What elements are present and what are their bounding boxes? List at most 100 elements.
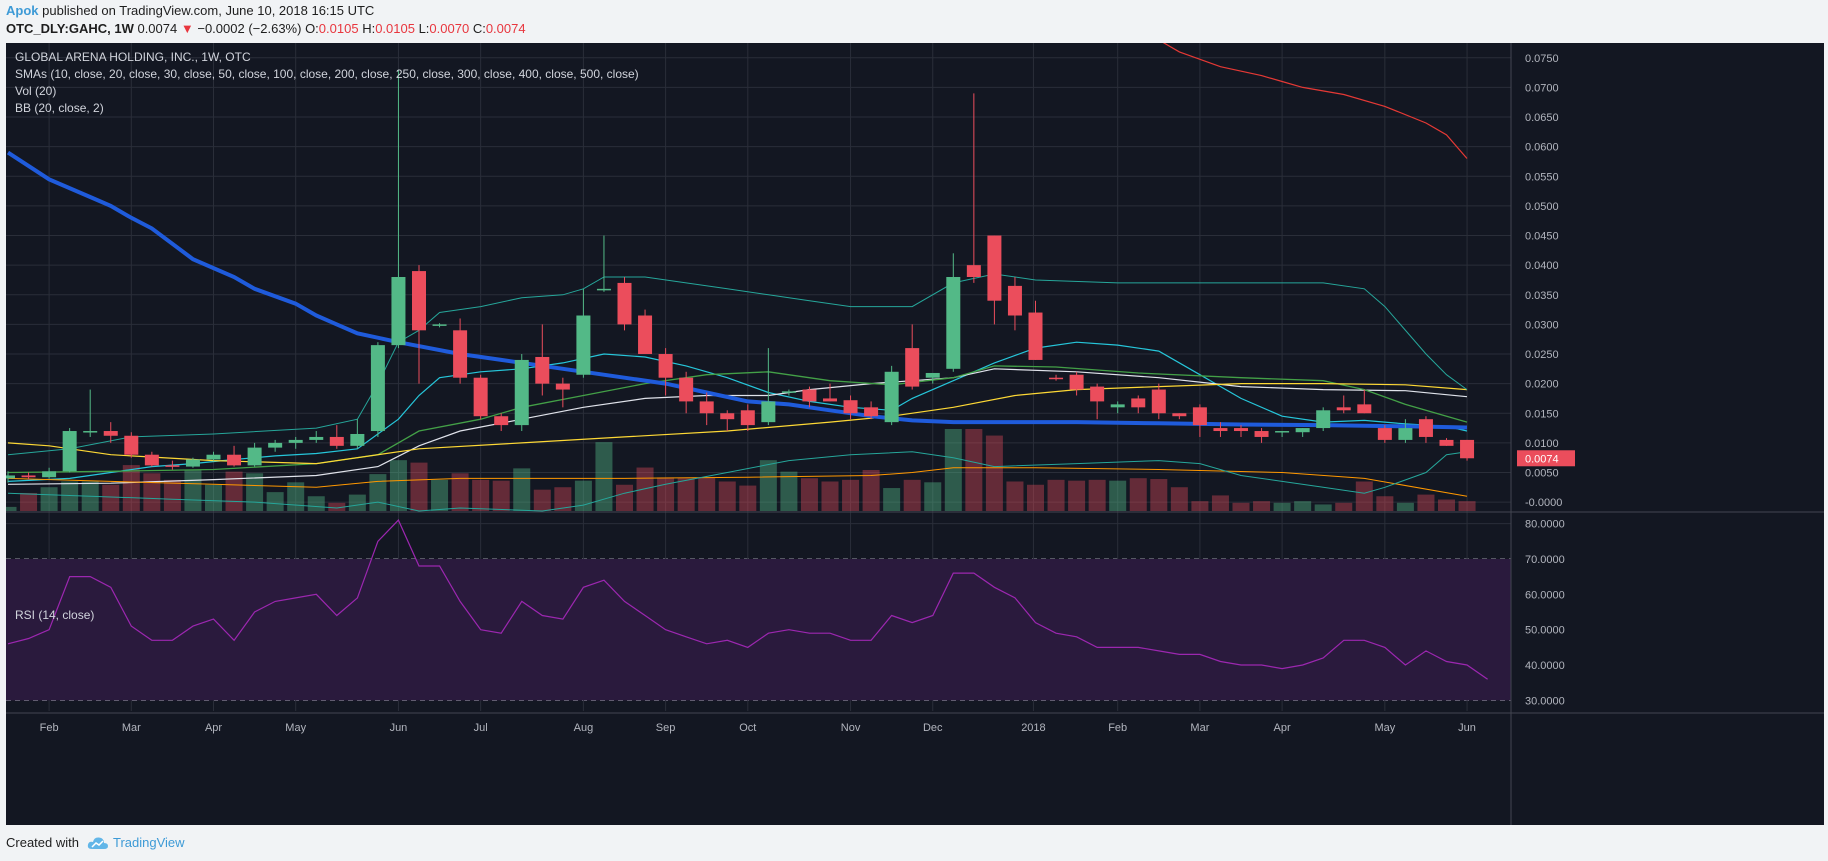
price-tick-label: 0.0250	[1525, 349, 1559, 361]
volume-bar	[20, 492, 38, 511]
candle-body	[42, 471, 57, 478]
volume-bar	[1047, 479, 1065, 511]
candle-body	[576, 315, 591, 375]
close-label: C:	[472, 21, 486, 36]
volume-bar	[184, 470, 202, 511]
sma-legend[interactable]: SMAs (10, close, 20, close, 30, close, 5…	[15, 67, 639, 81]
price-tick-label: -0.0000	[1525, 497, 1562, 509]
cloud-icon	[87, 836, 108, 849]
time-tick-label: May	[1374, 722, 1395, 734]
volume-bar	[225, 471, 243, 511]
volume-bar	[862, 470, 880, 511]
candle-body	[1028, 312, 1043, 360]
volume-bar	[513, 468, 531, 511]
volume-bar	[389, 460, 407, 511]
time-tick-label: Jun	[1458, 722, 1476, 734]
rsi-tick-label: 60.0000	[1525, 589, 1565, 601]
candle-body	[83, 431, 98, 433]
rsi-band	[6, 558, 1511, 701]
candle-body	[555, 383, 570, 390]
candle-body	[781, 391, 796, 393]
symbol-label: OTC_DLY:GAHC, 1W	[6, 21, 134, 36]
candle-body	[535, 356, 550, 384]
volume-bar	[61, 481, 79, 511]
volume-bar	[1335, 502, 1353, 511]
volume-bar	[1458, 501, 1476, 511]
volume-bar	[451, 473, 469, 511]
volume-bar	[718, 481, 736, 511]
indicator-line	[6, 150, 1468, 430]
candle-body	[21, 475, 36, 478]
volume-bar	[1355, 481, 1373, 511]
price-tick-label: 0.0300	[1525, 319, 1559, 331]
last-price-tag	[1517, 450, 1575, 467]
candle-body	[966, 265, 981, 277]
time-tick-label: Sep	[656, 722, 676, 734]
low-label: L:	[418, 21, 430, 36]
candle-body	[1460, 439, 1475, 459]
chart-area[interactable]: 0.0750 0.0700 0.0650 0.0600 0.0550 0.0500 0.04…	[6, 43, 1824, 825]
volume-bar	[924, 482, 942, 511]
publish-text: published on TradingView.com, June 10, 2…	[42, 3, 375, 18]
time-tick-label: Nov	[841, 722, 861, 734]
candle-body	[905, 348, 920, 387]
candle-body	[6, 475, 15, 479]
candle-body	[596, 288, 611, 291]
candle-body	[1213, 428, 1228, 432]
volume-bar	[842, 479, 860, 511]
candle-body	[1151, 389, 1166, 414]
volume-bar	[636, 467, 654, 511]
chart-title: GLOBAL ARENA HOLDING, INC., 1W, OTC	[15, 50, 251, 64]
time-tick-label: Mar	[1190, 722, 1209, 734]
price-tick-label: 0.0500	[1525, 201, 1559, 213]
volume-bar	[1417, 494, 1435, 511]
tradingview-link[interactable]: TradingView	[87, 835, 185, 850]
rsi-tick-label: 50.0000	[1525, 625, 1565, 637]
volume-bar	[1273, 502, 1291, 511]
indicator-line	[7, 341, 1468, 482]
price-tick-label: 0.0050	[1525, 467, 1559, 479]
bb-legend[interactable]: BB (20, close, 2)	[15, 101, 104, 115]
candle-body	[740, 410, 755, 426]
candle-body	[1275, 431, 1290, 433]
volume-bar	[163, 479, 181, 511]
indicator-line	[7, 467, 1468, 497]
rsi-legend[interactable]: RSI (14, close)	[15, 608, 94, 622]
price-tick-label: 0.0150	[1525, 408, 1559, 420]
volume-bar	[677, 478, 695, 511]
volume-bar	[307, 496, 325, 511]
volume-bar	[821, 481, 839, 511]
volume-legend[interactable]: Vol (20)	[15, 84, 56, 98]
volume-bar	[800, 478, 818, 511]
volume-bar	[1294, 501, 1312, 511]
volume-bar	[205, 484, 222, 511]
volume-bar	[739, 485, 757, 511]
candle-body	[453, 330, 468, 378]
publish-info: Apok published on TradingView.com, June …	[6, 2, 374, 19]
volume-bar	[1376, 496, 1394, 511]
volume-bar	[431, 479, 449, 511]
candle-body	[884, 371, 899, 423]
candle-body	[144, 454, 159, 466]
volume-bar	[1396, 502, 1414, 511]
open-label: O:	[305, 21, 319, 36]
candle-body	[1131, 398, 1146, 408]
last-price-label: 0.0074	[1525, 453, 1559, 465]
volume-bar	[287, 482, 305, 511]
indicator-line	[1162, 43, 1468, 159]
volume-bar	[1129, 478, 1147, 511]
candle-body	[103, 431, 118, 436]
volume-bars	[6, 429, 1476, 511]
candle-body	[1295, 428, 1310, 433]
author-name[interactable]: Apok	[6, 3, 39, 18]
candle-body	[987, 235, 1002, 301]
indicator-line	[7, 451, 1468, 512]
chart-svg[interactable]: 0.0750 0.0700 0.0650 0.0600 0.0550 0.0500 0.04…	[6, 43, 1824, 825]
candle-body	[165, 465, 180, 467]
footer: Created with TradingView	[6, 835, 185, 850]
candle-body	[1336, 407, 1351, 411]
volume-bar	[1232, 502, 1250, 511]
candle-body	[350, 433, 365, 446]
candle-body	[288, 439, 303, 443]
candle-body	[823, 398, 837, 402]
